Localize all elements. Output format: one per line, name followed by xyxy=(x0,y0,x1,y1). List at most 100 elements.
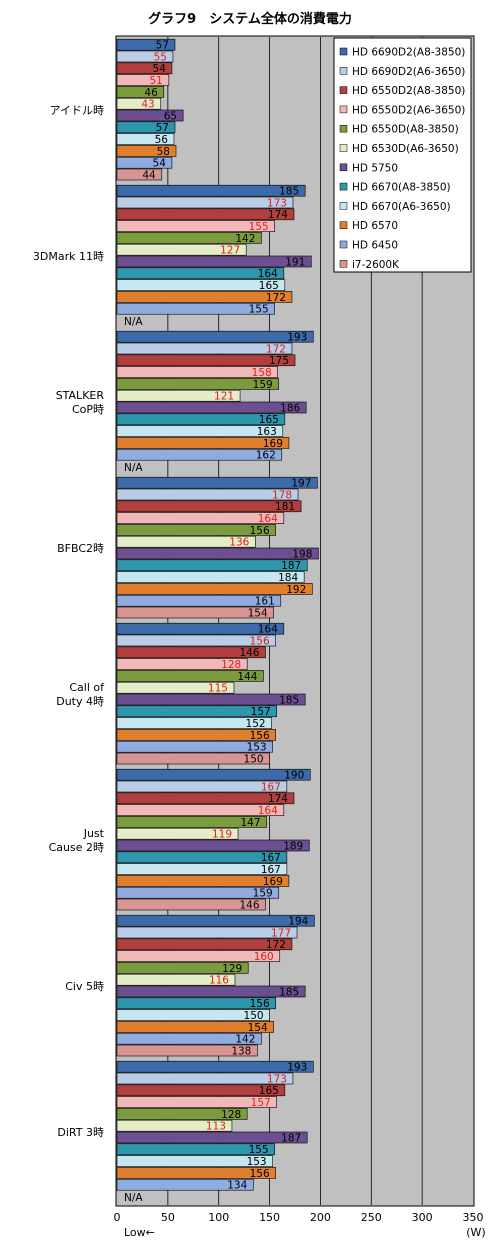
bar-value-label: 157 xyxy=(251,706,271,718)
bar-marks: 5755545146436557565854441851731741551421… xyxy=(116,38,319,1204)
bar-value-label: 189 xyxy=(283,840,303,852)
bar xyxy=(116,437,290,449)
bar xyxy=(116,559,308,572)
bar-value-label: 129 xyxy=(222,963,242,975)
na-label: N/A xyxy=(124,1192,143,1204)
bar-value-label: 156 xyxy=(250,525,270,537)
bar xyxy=(116,255,312,268)
category-label: 3DMark 11時 xyxy=(33,250,104,263)
bar xyxy=(116,705,277,718)
bar-value-label: 156 xyxy=(250,635,270,647)
unit-label: (W) xyxy=(466,1226,485,1239)
category-label: DiRT 3時 xyxy=(57,1126,104,1139)
bar xyxy=(116,208,295,221)
bar xyxy=(116,827,239,840)
bar-value-label: 57 xyxy=(156,122,169,134)
legend-entry: HD 5750 xyxy=(352,162,398,174)
bar-value-label: 185 xyxy=(279,986,299,998)
legend-entry: HD 6550D2(A8-3850) xyxy=(352,85,465,97)
bar-value-label: 158 xyxy=(252,367,272,379)
bar xyxy=(116,74,170,86)
bar-value-label: 51 xyxy=(149,75,162,87)
bar xyxy=(116,184,306,197)
bar xyxy=(116,279,286,291)
legend-swatch xyxy=(339,221,348,229)
bar-value-label: 154 xyxy=(248,1022,268,1034)
bar xyxy=(116,50,174,63)
bar-value-label: 192 xyxy=(286,584,306,596)
category-label: STALKER CoP時 xyxy=(56,389,105,416)
bar xyxy=(116,378,280,390)
bar xyxy=(116,768,311,781)
bar-value-label: 194 xyxy=(288,916,308,928)
bar xyxy=(116,1108,248,1120)
bar xyxy=(116,681,235,694)
bar-value-label: 193 xyxy=(287,1062,307,1074)
bar xyxy=(116,886,280,899)
bar xyxy=(116,109,184,122)
bar xyxy=(116,38,176,51)
bar xyxy=(116,973,236,986)
legend-swatch xyxy=(339,67,348,75)
bar xyxy=(116,717,272,729)
legend-entry: HD 6550D2(A6-3650) xyxy=(352,104,465,116)
bar-value-label: 46 xyxy=(144,87,158,99)
bar-value-label: 115 xyxy=(208,683,228,695)
bar-value-label: 159 xyxy=(253,888,273,900)
bar xyxy=(116,220,275,232)
bar-value-label: 164 xyxy=(258,513,278,525)
bar-value-label: 161 xyxy=(255,596,275,608)
bar xyxy=(116,156,173,169)
bar xyxy=(116,86,165,98)
chart-title: グラフ9 システム全体の消費電力 xyxy=(148,11,352,27)
legend-swatch xyxy=(339,86,348,94)
bar xyxy=(116,816,267,828)
bar xyxy=(116,488,299,501)
bar xyxy=(116,571,305,583)
bar-value-label: 153 xyxy=(247,1156,267,1168)
bar xyxy=(116,606,274,619)
legend-swatch xyxy=(339,124,348,133)
bar-value-label: 121 xyxy=(214,391,234,403)
bar-value-label: 165 xyxy=(259,414,279,426)
bar-value-label: 144 xyxy=(237,671,257,683)
bar xyxy=(116,291,293,303)
bar-value-label: 174 xyxy=(268,209,288,221)
bar-value-label: 185 xyxy=(279,186,299,198)
bar-value-label: 169 xyxy=(263,876,283,888)
bar-value-label: 159 xyxy=(253,379,273,391)
bar-value-label: 142 xyxy=(235,233,255,245)
category-label: Call of Duty 4時 xyxy=(56,681,105,708)
bar xyxy=(116,1009,270,1021)
bar-value-label: 163 xyxy=(257,426,277,438)
bar-value-label: 154 xyxy=(248,607,268,619)
category-labels: アイドル時 3DMark 11時 STALKER CoP時 BFBC2時 Call of D… xyxy=(33,104,105,1139)
bar-value-label: 157 xyxy=(251,1097,271,1109)
category-label: Civ 5時 xyxy=(65,980,104,993)
legend: HD 6690D2(A8-3850) HD 6690D2(A6-3650) HD 6… xyxy=(333,37,472,273)
bar-value-label: 142 xyxy=(235,1034,255,1046)
bar xyxy=(116,512,285,524)
bar-value-label: 119 xyxy=(212,829,232,841)
bar xyxy=(116,500,302,513)
bar-value-label: 197 xyxy=(291,478,311,490)
bar xyxy=(116,1084,286,1097)
bar xyxy=(116,145,177,157)
bar xyxy=(116,851,288,864)
bar-value-label: 57 xyxy=(156,40,169,52)
bar-value-label: 54 xyxy=(153,63,167,75)
x-tick-label: 100 xyxy=(208,1211,229,1224)
legend-swatch xyxy=(339,240,348,249)
bar-value-label: 174 xyxy=(268,793,288,805)
bar-value-label: 167 xyxy=(261,781,281,793)
bar-value-label: 172 xyxy=(266,939,286,951)
x-tick-labels: 0 50 100 150 200 250 300 350 xyxy=(114,1211,484,1224)
bar-value-label: 160 xyxy=(254,951,274,963)
bar xyxy=(116,1096,277,1108)
bar xyxy=(116,839,310,852)
bar-value-label: 44 xyxy=(142,169,156,181)
bar-value-label: 177 xyxy=(271,927,291,939)
bar-value-label: 116 xyxy=(209,975,229,987)
bar xyxy=(116,670,264,682)
bar xyxy=(116,752,270,765)
